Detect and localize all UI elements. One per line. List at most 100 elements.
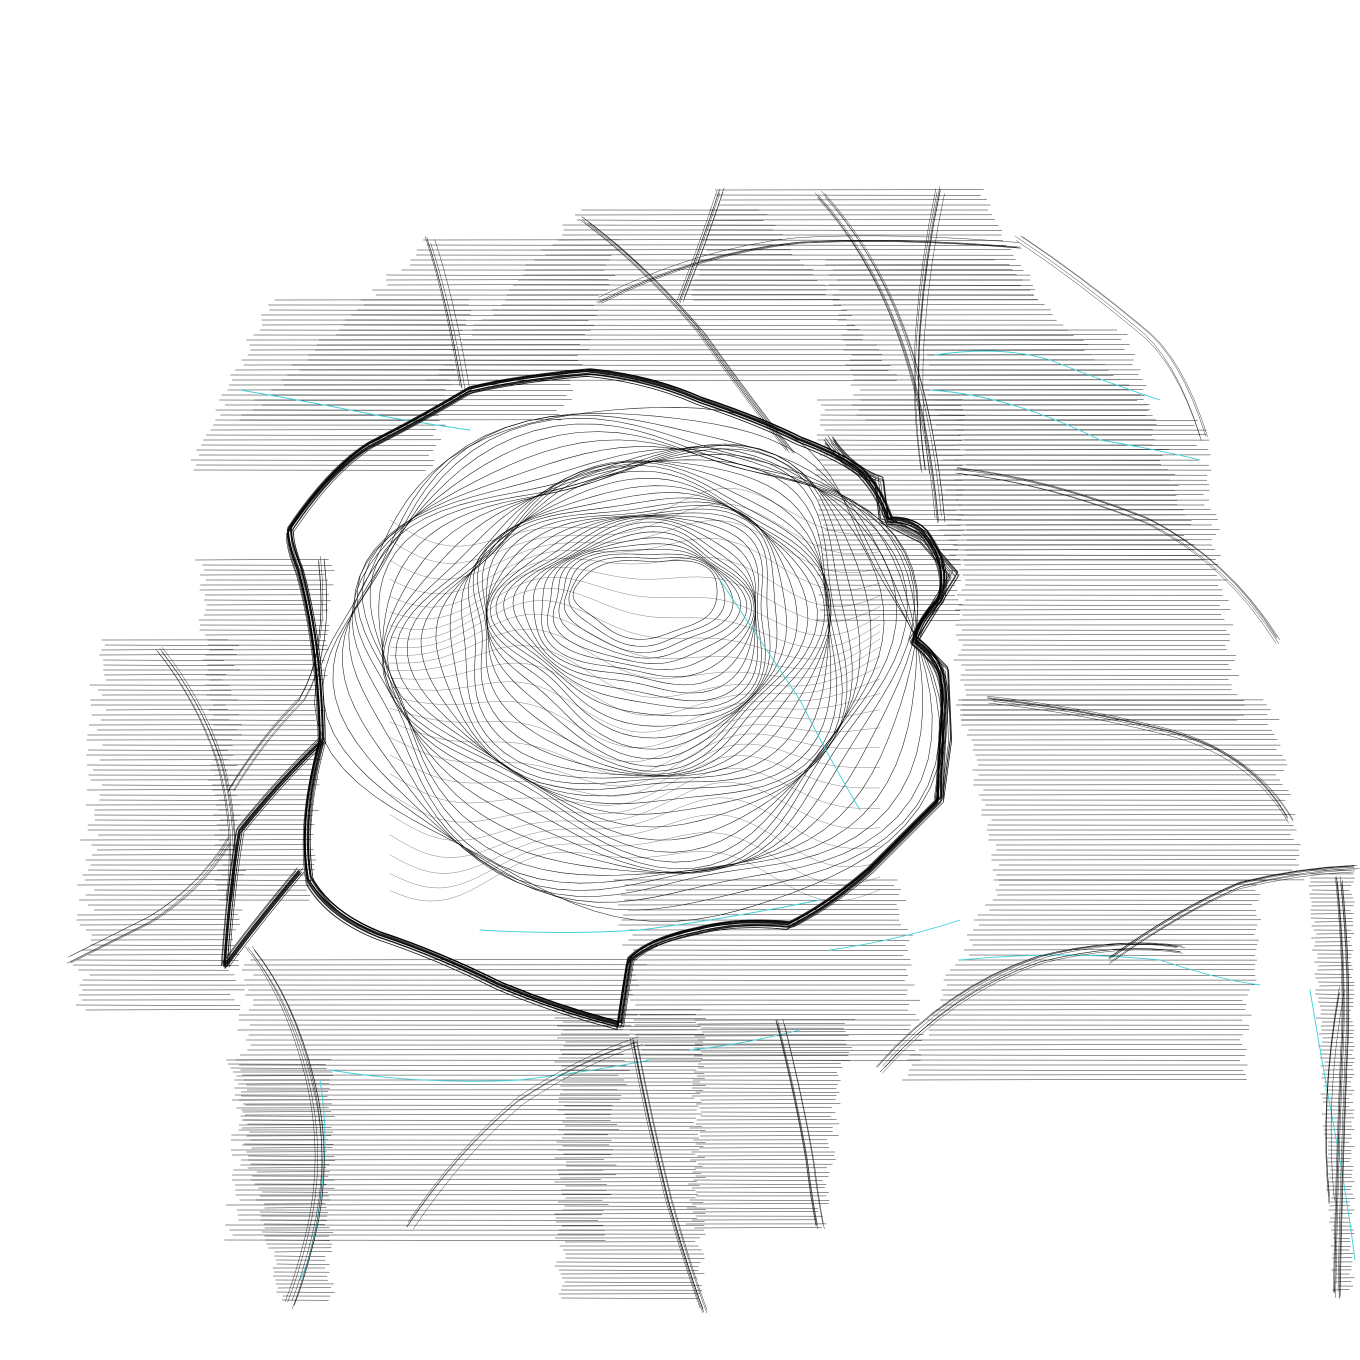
- jagged-stroke-1: [825, 442, 952, 803]
- jagged-stroke-0: [833, 439, 960, 801]
- hatch-panel-6: [953, 419, 1245, 721]
- jagged-stroke-9: [832, 436, 958, 798]
- sweep-stroke-2-4: [915, 192, 938, 473]
- contour-ring-33: [522, 521, 756, 694]
- sweep-stroke-10-5: [882, 949, 1183, 1074]
- fold-line-12: [389, 662, 881, 716]
- sweep-stroke-17-0: [777, 1023, 818, 1230]
- fold-line-20: [389, 768, 881, 823]
- sweep-stroke-18-6: [1334, 877, 1344, 1294]
- sweep-stroke-18-4: [1338, 883, 1349, 1299]
- sweep-stroke-15-4: [155, 649, 230, 900]
- sweep-stroke-18-7: [1339, 880, 1350, 1296]
- contour-ring-21: [468, 478, 830, 777]
- sweep-stroke-9-2: [1114, 867, 1360, 961]
- sweep-stroke-16-1: [407, 1036, 639, 1223]
- contour-ring-18: [435, 461, 830, 790]
- cliff-stroke-5: [227, 737, 326, 964]
- sweep-stroke-17-4: [782, 1018, 824, 1225]
- cyan-contour-3: [719, 579, 861, 811]
- sweep-stroke-1-5: [814, 192, 936, 519]
- hatch-panel-16: [195, 559, 335, 901]
- cyan-contour-6: [959, 954, 1261, 986]
- contour-ring-1: [322, 412, 940, 911]
- sweep-stroke-13-3: [233, 560, 327, 792]
- cliff-stroke-1: [223, 740, 322, 967]
- fold-line-1: [389, 503, 881, 564]
- fold-line-17: [389, 733, 881, 787]
- fold-line-5: [389, 567, 881, 623]
- sweep-stroke-19-1: [1325, 993, 1340, 1204]
- sweep-stroke-6-3: [1020, 235, 1206, 437]
- sweep-stroke-8-2: [987, 697, 1288, 818]
- fold-line-15: [389, 708, 881, 763]
- sweep-stroke-7-2: [959, 469, 1281, 641]
- sweep-stroke-0-6: [581, 216, 787, 447]
- contour-ring-16: [407, 460, 838, 804]
- sweep-stroke-5-4: [424, 236, 461, 387]
- sweep-stroke-16-2: [406, 1042, 638, 1228]
- sweep-stroke-14-1: [66, 842, 228, 964]
- sweep-stroke-12-3: [632, 1042, 704, 1314]
- sweep-stroke-14-3: [69, 842, 231, 963]
- sweep-stroke-18-1: [1334, 876, 1344, 1292]
- cyan-contour-10: [829, 919, 961, 951]
- fold-line-18: [389, 743, 881, 797]
- sweep-stroke-8-1: [992, 701, 1294, 822]
- cyan-contour-4: [479, 899, 821, 933]
- sweep-stroke-16-0: [406, 1041, 637, 1227]
- hatch-panel-8: [72, 639, 246, 1011]
- sweep-stroke-3-0: [682, 191, 724, 303]
- sweep-stroke-9-0: [1109, 865, 1355, 958]
- fold-line-23: [389, 814, 881, 874]
- contour-ring-17: [420, 460, 832, 797]
- sweep-stroke-16-3: [412, 1043, 644, 1230]
- cliff-stroke-3: [223, 739, 321, 966]
- sweep-stroke-14-4: [70, 842, 232, 964]
- sweep-stroke-13-1: [230, 556, 324, 787]
- sweep-stroke-2-5: [917, 186, 941, 467]
- sweep-stroke-0-7: [587, 222, 794, 454]
- sweeping-strokes: [66, 186, 1360, 1314]
- sweep-stroke-19-3: [1326, 991, 1340, 1203]
- sweep-stroke-11-5: [244, 946, 316, 1302]
- cyan-contour-0: [934, 350, 1161, 401]
- contour-ring-32: [512, 518, 756, 702]
- sweep-stroke-3-3: [679, 192, 721, 304]
- fold-line-19: [389, 755, 881, 806]
- fold-line-16: [389, 721, 881, 775]
- contour-ring-41: [572, 560, 718, 640]
- sweep-stroke-17-5: [777, 1019, 818, 1225]
- sweep-stroke-5-0: [434, 239, 470, 390]
- fold-line-9: [389, 614, 881, 670]
- sweep-stroke-7-3: [958, 473, 1279, 644]
- fold-line-21: [389, 782, 881, 841]
- sweep-stroke-13-4: [228, 559, 322, 791]
- fold-line-10: [389, 628, 881, 679]
- contour-ring-27: [485, 508, 778, 750]
- contour-ring-31: [503, 516, 758, 709]
- contour-ring-37: [552, 543, 748, 664]
- outline-stroke-8: [285, 375, 942, 1030]
- cliff-stroke-6: [224, 739, 322, 966]
- cyan-contour-2: [239, 389, 471, 431]
- sweep-stroke-10-6: [877, 942, 1179, 1067]
- cliff-stroke-2: [226, 741, 325, 968]
- fold-line-3: [389, 538, 881, 595]
- cyan-contour-9: [689, 1029, 801, 1051]
- sweep-stroke-19-2: [1330, 990, 1345, 1201]
- sweep-stroke-0-1: [589, 222, 796, 454]
- sweep-stroke-0-4: [582, 220, 789, 451]
- fold-line-22: [389, 797, 881, 858]
- cliff-stroke-7: [228, 741, 327, 968]
- contour-ring-36: [547, 537, 752, 670]
- contour-ring-8: [362, 448, 908, 874]
- hatch-panel-14: [226, 1059, 335, 1301]
- sweep-stroke-11-2: [254, 949, 325, 1305]
- sweep-stroke-3-5: [683, 187, 725, 299]
- contour-ring-30: [495, 515, 762, 717]
- sweep-stroke-11-4: [247, 946, 318, 1303]
- sweep-stroke-9-3: [1109, 869, 1356, 963]
- sweep-stroke-17-2: [784, 1023, 825, 1229]
- sweep-stroke-8-4: [987, 698, 1288, 819]
